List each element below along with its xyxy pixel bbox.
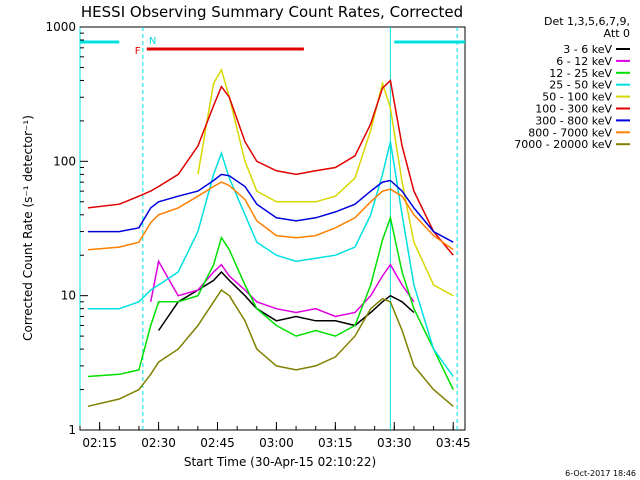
series-line-2: [87, 215, 454, 390]
series-layer: [87, 67, 454, 408]
y-tick-label-0: 1: [68, 423, 76, 437]
series-line-7: [87, 181, 454, 251]
y-axis-label: Corrected Count Rate (s⁻¹ detector⁻¹): [21, 115, 35, 341]
legend-label-8: 7000 - 20000 keV: [514, 138, 612, 151]
legend-label-1: 6 - 12 keV: [556, 55, 612, 68]
legend-label-3: 25 - 50 keV: [549, 79, 612, 92]
x-tick-label-5: 03:30: [377, 436, 412, 450]
x-tick-label-3: 03:00: [259, 436, 294, 450]
legend-label-4: 50 - 100 keV: [542, 91, 612, 104]
legend-label-7: 800 - 7000 keV: [528, 126, 612, 139]
legend-header-line1: Det 1,3,5,6,7,9,: [544, 15, 630, 28]
series-line-3: [87, 141, 454, 377]
legend-header-line2: Att 0: [604, 27, 630, 40]
series-line-0: [157, 270, 415, 331]
x-tick-label-4: 03:15: [318, 436, 353, 450]
legend-label-6: 300 - 800 keV: [535, 114, 612, 127]
orbit-markers: NF: [79, 27, 465, 430]
series-line-6: [87, 173, 454, 243]
generation-timestamp: 6-Oct-2017 18:46: [565, 469, 636, 478]
series-line-4: [197, 67, 454, 297]
x-tick-label-1: 02:30: [141, 436, 176, 450]
night-marker-label: N: [149, 36, 156, 47]
y-tick-label-2: 100: [53, 154, 76, 168]
y-axis-ticks: 1 10 100 1000: [45, 20, 88, 437]
x-tick-label-0: 02:15: [82, 436, 117, 450]
series-line-8: [87, 289, 454, 408]
legend-label-0: 3 - 6 keV: [563, 43, 612, 56]
x-tick-label-2: 02:45: [200, 436, 235, 450]
flare-marker-label: F: [135, 46, 141, 57]
x-axis-label: Start Time (30-Apr-15 02:10:22): [184, 455, 376, 469]
chart-title: HESSI Observing Summary Count Rates, Cor…: [81, 3, 463, 21]
y-tick-label-1: 10: [61, 289, 76, 303]
legend-label-2: 12 - 25 keV: [549, 67, 612, 80]
y-tick-label-3: 1000: [45, 20, 76, 34]
x-tick-label-6: 03:45: [436, 436, 471, 450]
series-line-5: [87, 78, 454, 256]
x-axis-ticks: 02:15 02:30 02:45 03:00 03:15 03:30 03:45: [79, 422, 471, 450]
legend-label-5: 100 - 300 keV: [535, 103, 612, 116]
series-line-1: [149, 259, 415, 318]
